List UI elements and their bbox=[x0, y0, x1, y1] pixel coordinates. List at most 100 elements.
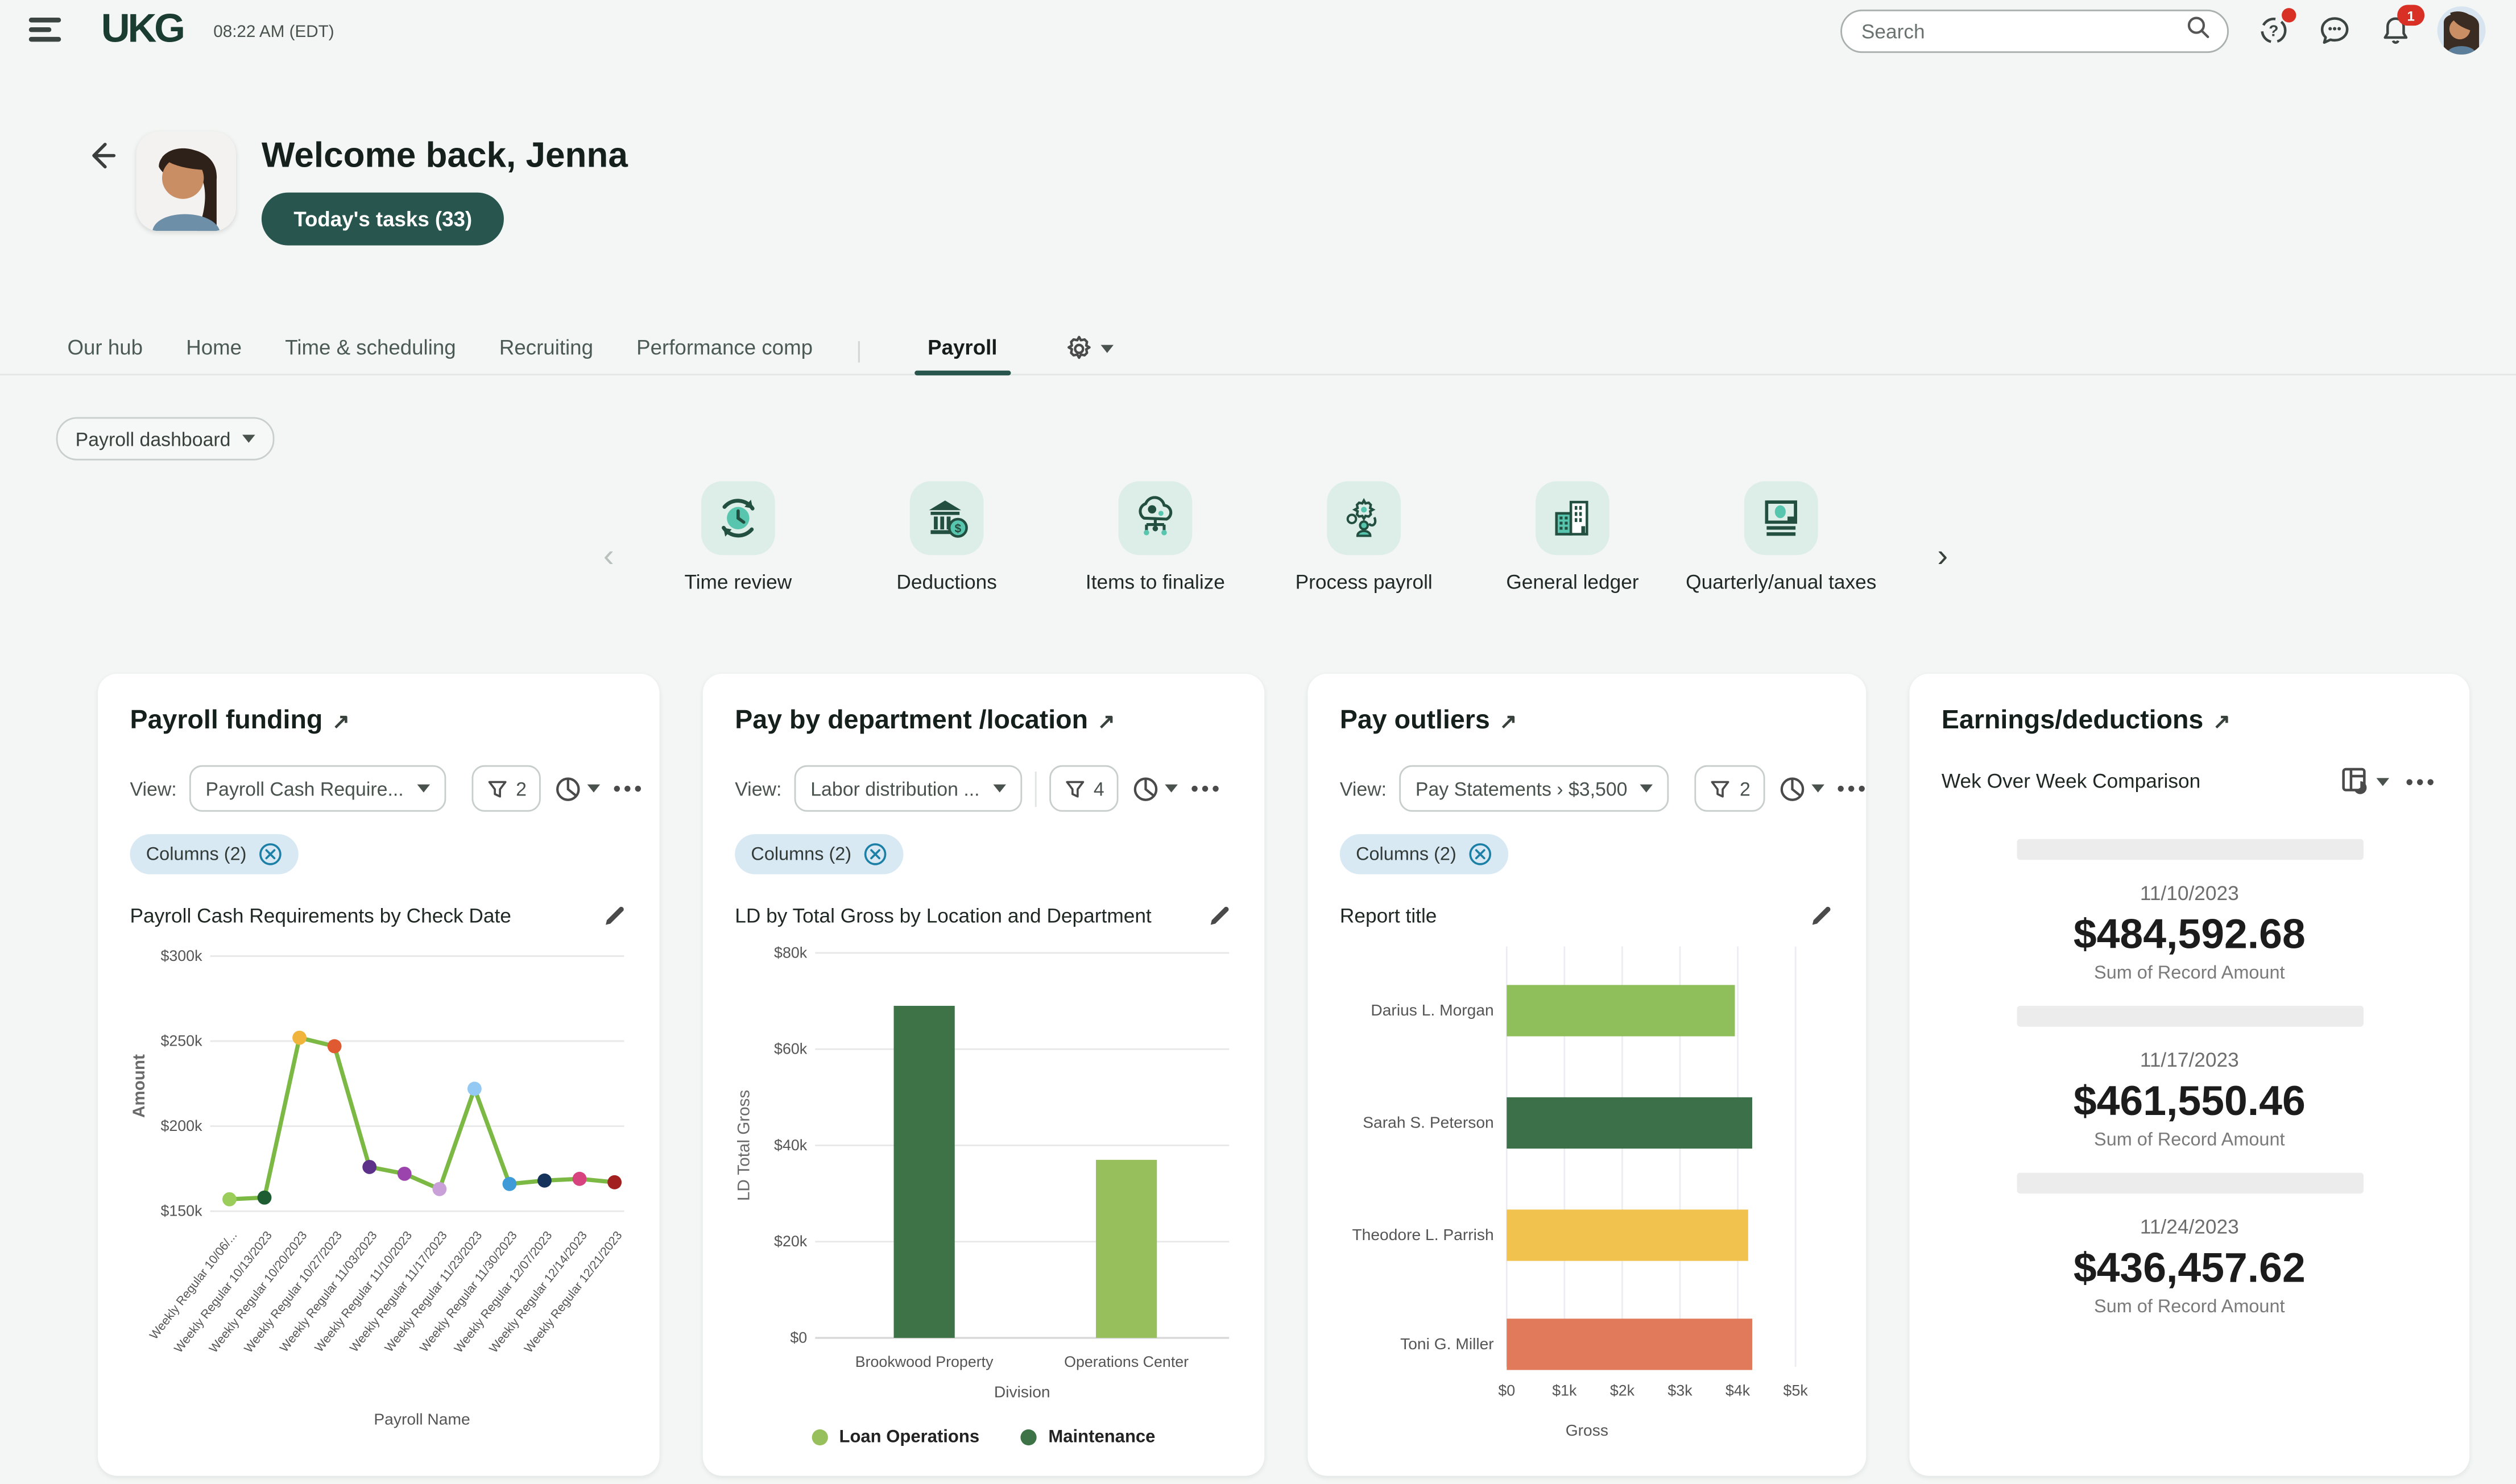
pie-chart-icon bbox=[556, 776, 581, 801]
svg-text:Sarah S. Peterson: Sarah S. Peterson bbox=[1363, 1113, 1493, 1131]
svg-text:$1k: $1k bbox=[1552, 1382, 1577, 1399]
chevron-down-icon bbox=[1811, 784, 1824, 793]
tab-performance-comp[interactable]: Performance comp bbox=[636, 335, 813, 359]
chart-type-button[interactable] bbox=[1132, 774, 1178, 803]
divider bbox=[1034, 770, 1036, 806]
more-menu-icon[interactable]: ••• bbox=[1191, 776, 1223, 801]
stat-amount: $461,550.46 bbox=[2073, 1076, 2306, 1125]
carousel-item-quarterly-taxes[interactable]: Quarterly/anual taxes bbox=[1686, 481, 1876, 594]
stat-amount: $436,457.62 bbox=[2073, 1243, 2306, 1292]
open-external-icon[interactable]: ↗ bbox=[1499, 708, 1517, 732]
columns-filter-chip[interactable]: Columns (2) bbox=[735, 834, 903, 874]
bar-Sarah S. Peterson[interactable] bbox=[1507, 1097, 1752, 1149]
chart-legend: Loan Operations Maintenance bbox=[703, 1428, 1264, 1447]
stat-date: 11/17/2023 bbox=[2140, 1049, 2239, 1072]
more-menu-icon[interactable]: ••• bbox=[1837, 776, 1869, 801]
bar-Darius L. Morgan[interactable] bbox=[1507, 985, 1735, 1037]
table-chart-icon bbox=[2343, 768, 2368, 794]
clock-time: 08:22 AM (EDT) bbox=[213, 22, 334, 42]
notifications-bell-icon[interactable]: 1 bbox=[2378, 5, 2425, 52]
separator-strip bbox=[2016, 1006, 2363, 1027]
carousel-item-general-ledger[interactable]: General ledger bbox=[1506, 481, 1639, 594]
carousel-item-deductions[interactable]: $ Deductions bbox=[896, 481, 997, 594]
card-title: Pay by department /location ↗ bbox=[735, 706, 1115, 735]
dashboard-selector-label: Payroll dashboard bbox=[75, 427, 231, 450]
edit-pencil-icon[interactable] bbox=[1207, 903, 1232, 928]
hamburger-menu-icon[interactable] bbox=[28, 18, 61, 43]
carousel-prev-icon[interactable]: ‹ bbox=[603, 538, 614, 575]
carousel-item-process-payroll[interactable]: Process payroll bbox=[1296, 481, 1433, 594]
time-review-icon bbox=[722, 499, 755, 538]
edit-pencil-icon[interactable] bbox=[1809, 903, 1834, 928]
bar-Brookwood Property[interactable] bbox=[893, 1006, 955, 1338]
filter-button[interactable]: 2 bbox=[471, 765, 541, 812]
svg-text:$0: $0 bbox=[1498, 1382, 1515, 1399]
separator-strip bbox=[2016, 839, 2363, 860]
tab-recruiting[interactable]: Recruiting bbox=[499, 335, 593, 359]
bar-Toni G. Miller[interactable] bbox=[1507, 1319, 1752, 1370]
chevron-down-icon bbox=[2377, 777, 2390, 786]
dashboard-selector-dropdown[interactable]: Payroll dashboard bbox=[56, 417, 274, 461]
remove-chip-icon[interactable] bbox=[1468, 842, 1492, 866]
report-title: Payroll Cash Requirements by Check Date bbox=[130, 905, 511, 927]
view-dropdown[interactable]: Pay Statements › $3,500 bbox=[1399, 765, 1669, 812]
carousel-next-icon[interactable]: › bbox=[1937, 538, 1948, 575]
open-external-icon[interactable]: ↗ bbox=[332, 708, 350, 732]
columns-filter-chip[interactable]: Columns (2) bbox=[1339, 834, 1508, 874]
stat-date: 11/24/2023 bbox=[2140, 1216, 2239, 1239]
carousel-item-time-review[interactable]: Time review bbox=[684, 481, 792, 594]
tab-time-scheduling[interactable]: Time & scheduling bbox=[285, 335, 456, 359]
svg-text:$40k: $40k bbox=[774, 1137, 808, 1154]
chart-type-button[interactable] bbox=[1778, 774, 1824, 803]
open-external-icon[interactable]: ↗ bbox=[2213, 708, 2231, 732]
chevron-down-icon bbox=[416, 784, 429, 793]
tab-our-hub[interactable]: Our hub bbox=[67, 335, 143, 359]
view-dropdown[interactable]: Payroll Cash Require... bbox=[189, 765, 446, 812]
top-bar: UKG 08:22 AM (EDT) ? ••• 1 bbox=[0, 0, 2516, 64]
help-notification-dot bbox=[2282, 8, 2296, 23]
svg-text:•••: ••• bbox=[2328, 22, 2341, 36]
x-axis-title: Division bbox=[994, 1382, 1050, 1400]
svg-text:$2k: $2k bbox=[1610, 1382, 1635, 1399]
todays-tasks-button[interactable]: Today's tasks (33) bbox=[261, 192, 504, 246]
department-bar-chart: $80k $60k $40k $20k $0 LD Total Gross Br… bbox=[729, 930, 1239, 1420]
svg-text:$: $ bbox=[954, 523, 961, 536]
search-input[interactable] bbox=[1858, 18, 2186, 44]
view-label: View: bbox=[130, 777, 177, 800]
chat-icon[interactable]: ••• bbox=[2317, 13, 2356, 52]
user-avatar-small[interactable] bbox=[2437, 6, 2486, 55]
search-bar[interactable] bbox=[1840, 9, 2229, 53]
filter-button[interactable]: 2 bbox=[1695, 765, 1765, 812]
search-icon[interactable] bbox=[2186, 14, 2211, 48]
tab-settings-control[interactable] bbox=[1063, 334, 1113, 364]
remove-chip-icon[interactable] bbox=[258, 842, 282, 866]
general-ledger-icon bbox=[1555, 500, 1588, 536]
columns-filter-chip[interactable]: Columns (2) bbox=[130, 834, 298, 874]
display-switch-button[interactable] bbox=[2340, 765, 2390, 797]
open-external-icon[interactable]: ↗ bbox=[1098, 708, 1115, 732]
tab-payroll[interactable]: Payroll bbox=[905, 335, 1020, 376]
remove-chip-icon[interactable] bbox=[863, 842, 887, 866]
more-menu-icon[interactable]: ••• bbox=[613, 776, 645, 801]
back-arrow-button[interactable] bbox=[84, 138, 119, 173]
report-title: Report title bbox=[1339, 905, 1437, 927]
dashboard-cards-row: Payroll funding ↗ View: Payroll Cash Requ… bbox=[98, 673, 2470, 1476]
help-icon[interactable]: ? bbox=[2256, 8, 2296, 52]
gear-icon bbox=[1066, 335, 1090, 359]
svg-text:$80k: $80k bbox=[774, 944, 808, 961]
chart-type-button[interactable] bbox=[554, 774, 601, 803]
filter-button[interactable]: 4 bbox=[1048, 765, 1119, 812]
svg-text:$150k: $150k bbox=[160, 1203, 202, 1220]
welcome-heading: Welcome back, Jenna bbox=[261, 134, 628, 175]
edit-pencil-icon[interactable] bbox=[602, 903, 627, 928]
bar-Operations Center[interactable] bbox=[1096, 1159, 1157, 1338]
view-dropdown[interactable]: Labor distribution ... bbox=[794, 765, 1021, 812]
svg-text:$200k: $200k bbox=[160, 1117, 202, 1134]
pie-chart-icon bbox=[1134, 776, 1158, 801]
bar-Theodore L. Parrish[interactable] bbox=[1507, 1209, 1748, 1261]
chevron-down-icon bbox=[242, 434, 255, 443]
svg-text:$60k: $60k bbox=[774, 1041, 808, 1058]
more-menu-icon[interactable]: ••• bbox=[2406, 769, 2438, 794]
carousel-item-items-to-finalize[interactable]: Items to finalize bbox=[1086, 481, 1225, 594]
tab-home[interactable]: Home bbox=[186, 335, 242, 359]
